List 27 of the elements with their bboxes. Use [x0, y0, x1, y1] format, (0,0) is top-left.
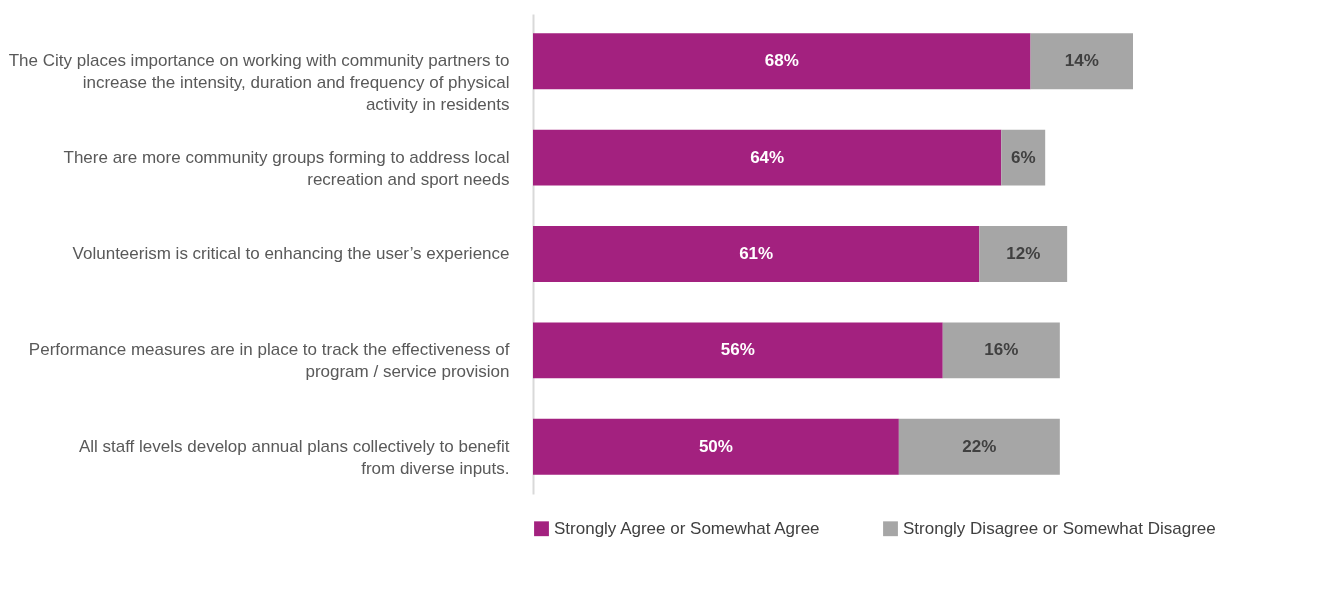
bar — [533, 129, 1002, 186]
data-label: 14% — [1064, 51, 1099, 71]
y-tick-label: Performance measures are in place to track the effectiveness of program / service provision — [28, 340, 510, 382]
data-label: 64% — [750, 147, 785, 167]
y-tick-label: Volunteerism is critical to enhancing the user’s experience — [72, 244, 510, 263]
data-label: 16% — [984, 340, 1019, 360]
bar — [533, 226, 980, 282]
bar — [533, 322, 943, 379]
bar — [533, 33, 1031, 90]
legend-label: Strongly Disagree or Somewhat Disagree — [903, 518, 1216, 538]
data-label: 50% — [698, 436, 733, 456]
data-label: 6% — [1010, 147, 1036, 167]
data-label: 56% — [720, 340, 755, 360]
legend-label: Strongly Agree or Somewhat Agree — [554, 518, 820, 538]
y-tick-label: All staff levels develop annual plans collectively to benefit from diverse inputs. — [78, 436, 510, 478]
data-label: 12% — [1006, 244, 1041, 263]
bar — [979, 226, 1068, 282]
bar — [533, 418, 899, 475]
bar — [1030, 33, 1133, 90]
data-label: 61% — [739, 244, 774, 263]
bar — [898, 418, 1060, 475]
y-tick-label: The City places importance on working with community partners to increase the intensity, duration and frequency of physical activity in residents — [8, 51, 510, 115]
bar — [1001, 129, 1046, 186]
data-label: 68% — [764, 51, 799, 71]
bar — [942, 322, 1060, 379]
data-label: 22% — [962, 436, 997, 456]
y-tick-label: There are more community groups forming to address local recreation and sport needs — [63, 147, 510, 189]
